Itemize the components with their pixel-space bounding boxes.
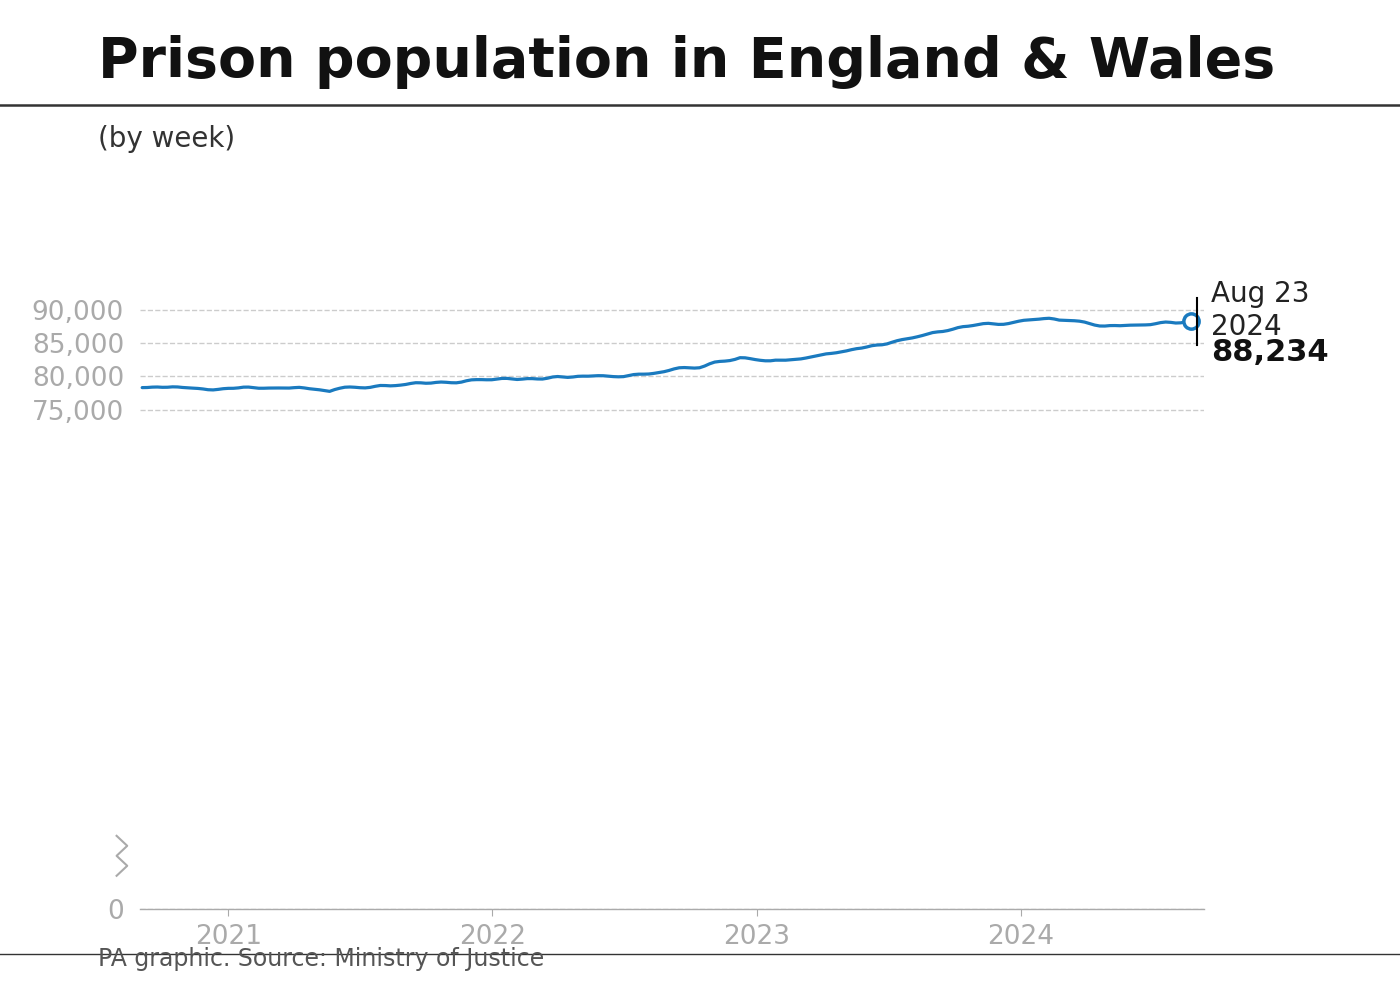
Text: Aug 23
2024: Aug 23 2024 [1211,280,1310,341]
Text: PA graphic. Source: Ministry of Justice: PA graphic. Source: Ministry of Justice [98,947,545,971]
Text: Prison population in England & Wales: Prison population in England & Wales [98,35,1275,89]
Text: (by week): (by week) [98,125,235,153]
Text: 88,234: 88,234 [1211,338,1329,367]
